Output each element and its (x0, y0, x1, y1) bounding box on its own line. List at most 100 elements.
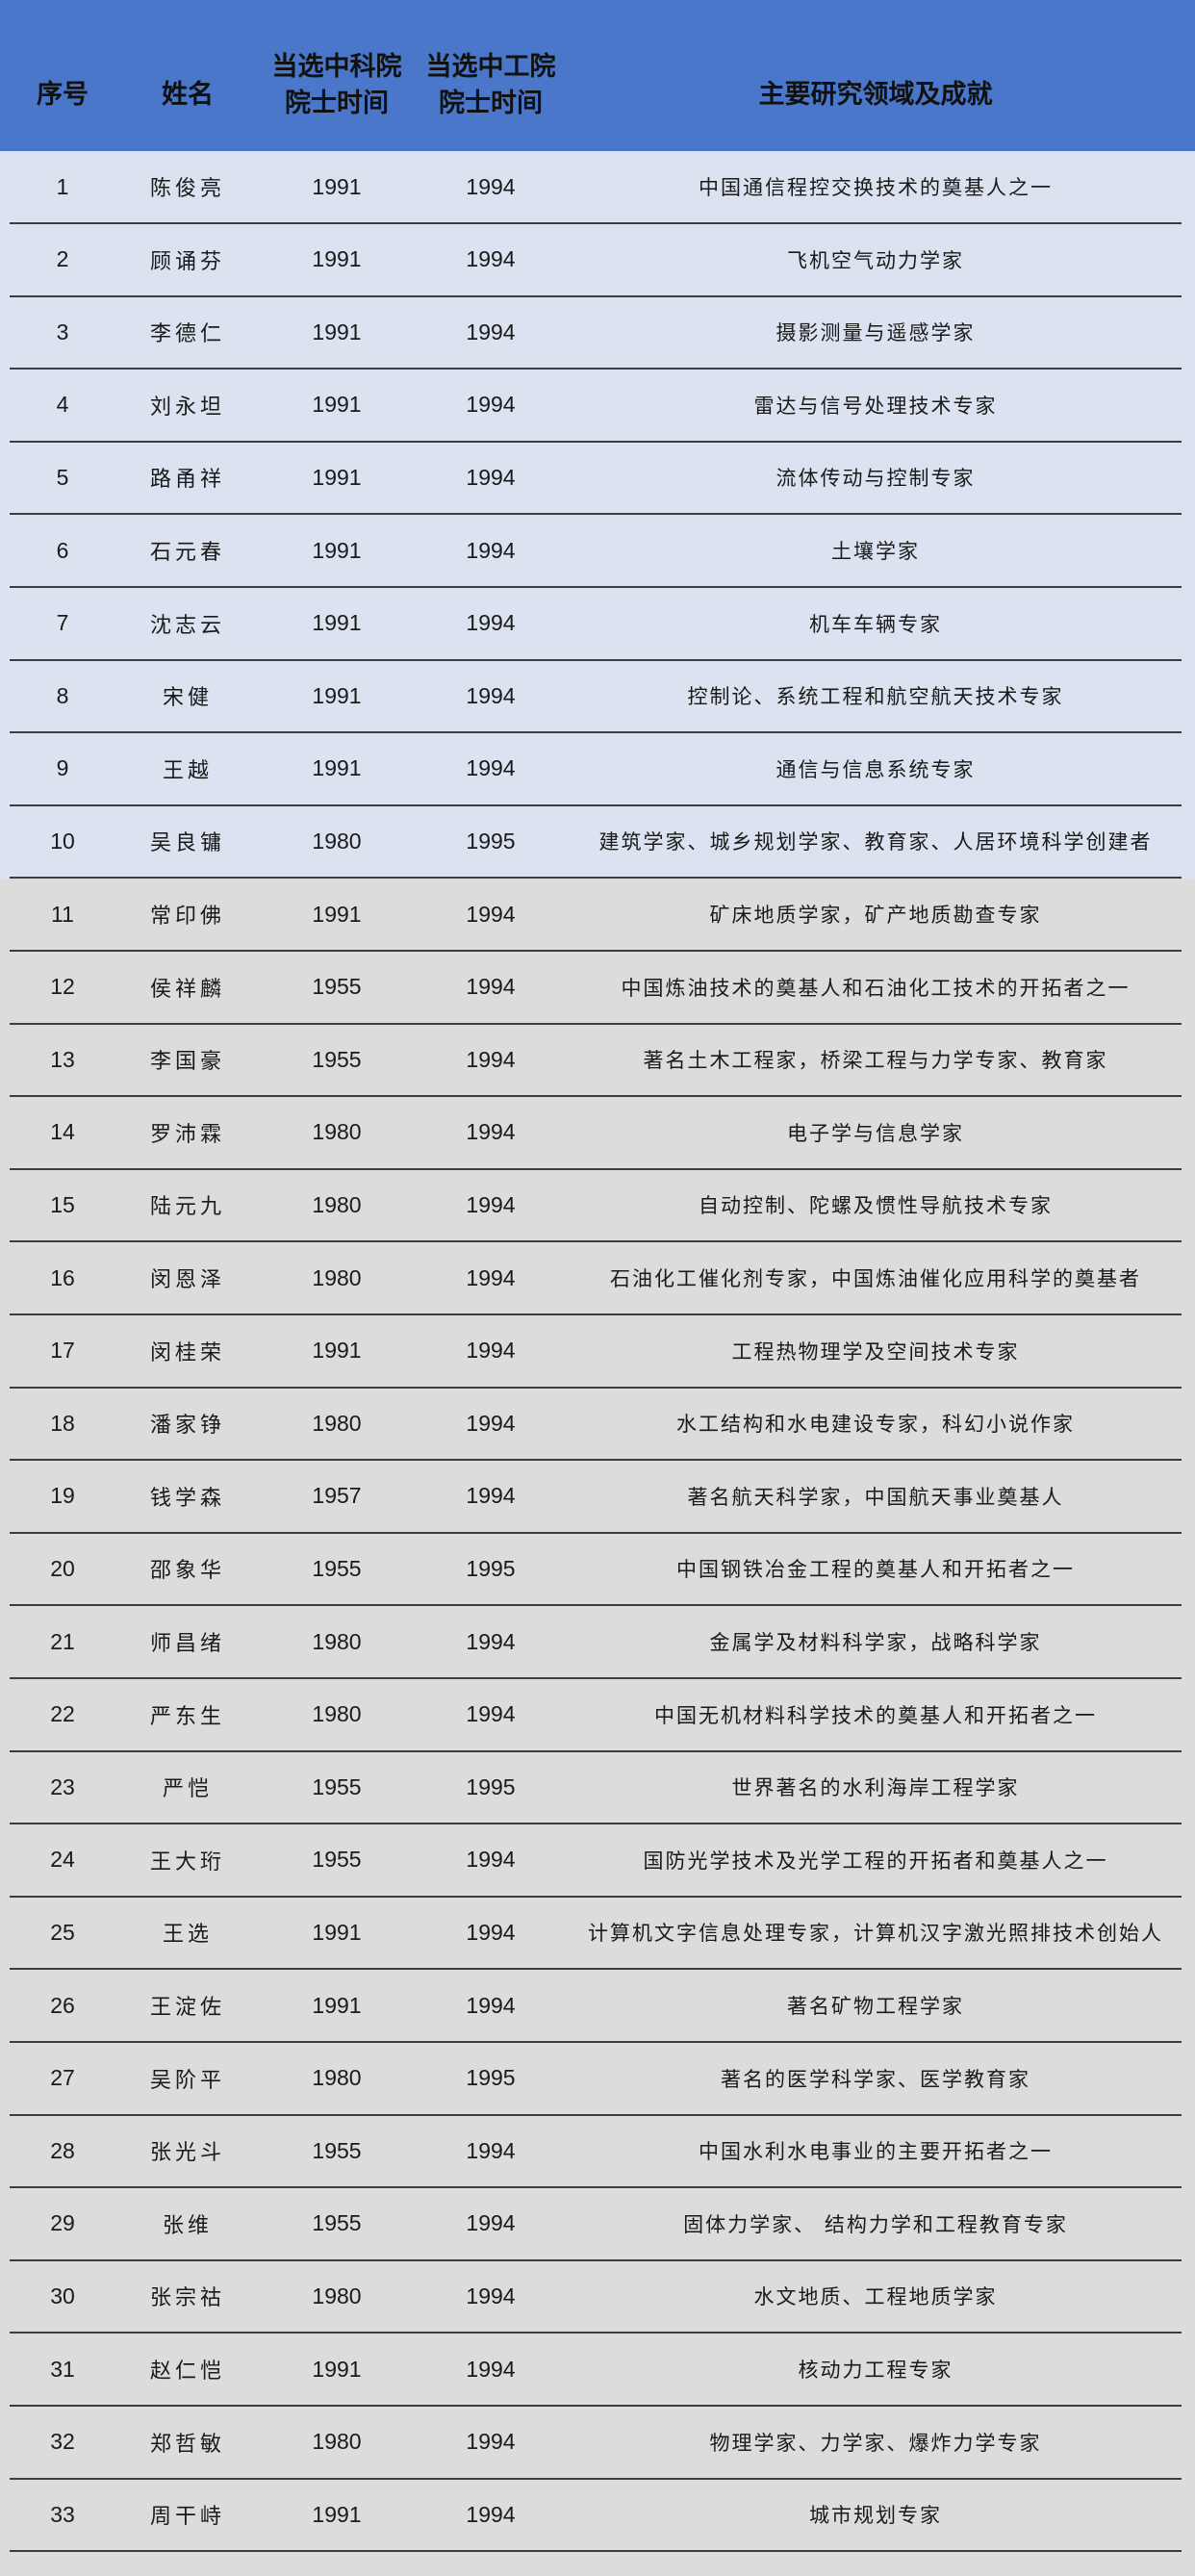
row-description: 计算机文字信息处理专家，计算机汉字激光照排技术创始人 (588, 1922, 1163, 1946)
row-description: 国防光学技术及光学工程的开拓者和奠基人之一 (643, 1849, 1108, 1873)
row-divider (10, 2041, 1182, 2043)
row-description: 飞机空气动力学家 (787, 248, 964, 272)
row-cae-year: 1994 (466, 610, 516, 636)
row-name: 石元春 (149, 541, 225, 565)
table-row: 28 张光斗 1955 1994 中国水利水电事业的主要开拓者之一 (0, 2115, 1195, 2189)
row-cas-year: 1991 (312, 173, 362, 199)
row-cas-year: 1955 (312, 1046, 362, 1072)
row-cas-year: 1991 (312, 1992, 362, 2018)
row-seq: 28 (50, 2137, 75, 2163)
row-description: 物理学家、力学家、爆炸力学专家 (709, 2431, 1042, 2455)
row-name: 周干峙 (149, 2505, 225, 2530)
table-row: 29 张维 1955 1994 固体力学家、 结构力学和工程教育专家 (0, 2188, 1195, 2261)
row-description: 水工结构和水电建设专家，科幻小说作家 (676, 1413, 1075, 1437)
row-cas-year: 1991 (312, 1338, 362, 1364)
row-name: 刘永坦 (149, 395, 225, 420)
row-cae-year: 1994 (466, 173, 516, 199)
row-cas-year: 1980 (312, 1410, 362, 1436)
row-cae-year: 1994 (466, 2429, 516, 2455)
row-cae-year: 1995 (466, 1773, 516, 1799)
row-cas-year: 1980 (312, 828, 362, 854)
header-name: 姓名 (115, 0, 260, 151)
row-seq: 15 (50, 1191, 75, 1217)
row-cae-year: 1994 (466, 2283, 516, 2308)
row-name: 陆元九 (149, 1195, 225, 1220)
row-seq: 12 (50, 974, 75, 1000)
row-description: 著名航天科学家，中国航天事业奠基人 (687, 1485, 1064, 1509)
row-name: 陈俊亮 (149, 177, 225, 201)
row-description: 著名矿物工程学家 (787, 1995, 964, 2018)
row-cae-year: 1994 (466, 1338, 516, 1364)
row-cas-year: 1955 (312, 1555, 362, 1581)
row-description: 土壤学家 (831, 540, 920, 563)
row-name: 邵象华 (149, 1559, 225, 1584)
header-cae-year: 当选中工院 院士时间 (414, 0, 568, 151)
row-cas-year: 1980 (312, 1119, 362, 1145)
row-cae-year: 1994 (466, 392, 516, 418)
row-seq: 32 (50, 2429, 75, 2455)
table-row: 31 赵仁恺 1991 1994 核动力工程专家 (0, 2334, 1195, 2407)
row-cas-year: 1991 (312, 2356, 362, 2382)
row-description: 建筑学家、城乡规划学家、教育家、人居环境科学创建者 (598, 830, 1153, 854)
row-cae-year: 1994 (466, 319, 516, 344)
row-name: 王淀佐 (149, 1996, 225, 2020)
row-cae-year: 1994 (466, 2137, 516, 2163)
row-cae-year: 1994 (466, 1264, 516, 1290)
table-row: 1 陈俊亮 1991 1994 中国通信程控交换技术的奠基人之一 (0, 151, 1195, 224)
row-name: 张维 (162, 2213, 213, 2238)
table-row: 19 钱学森 1957 1994 著名航天科学家，中国航天事业奠基人 (0, 1461, 1195, 1534)
row-cas-year: 1980 (312, 2065, 362, 2091)
row-cae-year: 1994 (466, 1992, 516, 2018)
row-seq: 22 (50, 1701, 75, 1727)
row-cas-year: 1991 (312, 682, 362, 708)
row-cae-year: 1994 (466, 464, 516, 490)
row-cae-year: 1994 (466, 901, 516, 927)
table-row: 15 陆元九 1980 1994 自动控制、陀螺及惯性导航技术专家 (0, 1169, 1195, 1243)
row-description: 控制论、系统工程和航空航天技术专家 (687, 685, 1064, 709)
row-description: 中国钢铁冶金工程的奠基人和开拓者之一 (676, 1558, 1075, 1582)
row-seq: 25 (50, 1919, 75, 1945)
row-name: 师昌绪 (149, 1632, 225, 1656)
table-row: 2 顾诵芬 1991 1994 飞机空气动力学家 (0, 224, 1195, 297)
header-seq: 序号 (10, 0, 115, 151)
row-seq: 26 (50, 1992, 75, 2018)
table-row: 5 路甬祥 1991 1994 流体传动与控制专家 (0, 442, 1195, 516)
row-cae-year: 1994 (466, 1628, 516, 1654)
row-cae-year: 1994 (466, 974, 516, 1000)
row-name: 路甬祥 (149, 468, 225, 493)
row-name: 常印佛 (149, 905, 225, 929)
row-seq: 2 (56, 246, 69, 272)
row-cae-year: 1994 (466, 1847, 516, 1873)
row-divider (10, 1240, 1182, 1243)
table-row: 20 邵象华 1955 1995 中国钢铁冶金工程的奠基人和开拓者之一 (0, 1533, 1195, 1607)
row-name: 潘家铮 (149, 1414, 225, 1439)
header-cae-line2: 院士时间 (439, 88, 543, 118)
table-row: 24 王大珩 1955 1994 国防光学技术及光学工程的开拓者和奠基人之一 (0, 1824, 1195, 1898)
row-cas-year: 1955 (312, 2210, 362, 2236)
row-cae-year: 1994 (466, 1701, 516, 1727)
row-divider (10, 1167, 1182, 1170)
row-cae-year: 1995 (466, 2065, 516, 2091)
table-header: 序号 姓名 当选中科院 院士时间 当选中工院 院士时间 主要研究领域及成就 (0, 0, 1195, 151)
row-name: 严东生 (149, 1704, 225, 1729)
table-row: 26 王淀佐 1991 1994 著名矿物工程学家 (0, 1970, 1195, 2043)
row-description: 著名的医学科学家、医学教育家 (721, 2067, 1030, 2091)
row-cas-year: 1955 (312, 1773, 362, 1799)
row-seq: 11 (51, 901, 74, 927)
row-cas-year: 1991 (312, 901, 362, 927)
row-divider (10, 1677, 1182, 1679)
table-row: 3 李德仁 1991 1994 摄影测量与遥感学家 (0, 296, 1195, 370)
row-cas-year: 1991 (312, 319, 362, 344)
row-name: 王大珩 (149, 1849, 225, 1875)
row-description: 流体传动与控制专家 (775, 467, 976, 491)
row-cae-year: 1994 (466, 2356, 516, 2382)
row-cae-year: 1994 (466, 246, 516, 272)
row-description: 世界著名的水利海岸工程学家 (731, 1776, 1020, 1800)
row-divider (10, 2113, 1182, 2116)
row-description: 电子学与信息学家 (787, 1121, 964, 1145)
row-description: 核动力工程专家 (798, 2359, 953, 2382)
row-divider (10, 2405, 1182, 2407)
header-desc-label: 主要研究领域及成就 (758, 79, 993, 110)
row-seq: 5 (56, 464, 69, 490)
row-cae-year: 1994 (466, 682, 516, 708)
